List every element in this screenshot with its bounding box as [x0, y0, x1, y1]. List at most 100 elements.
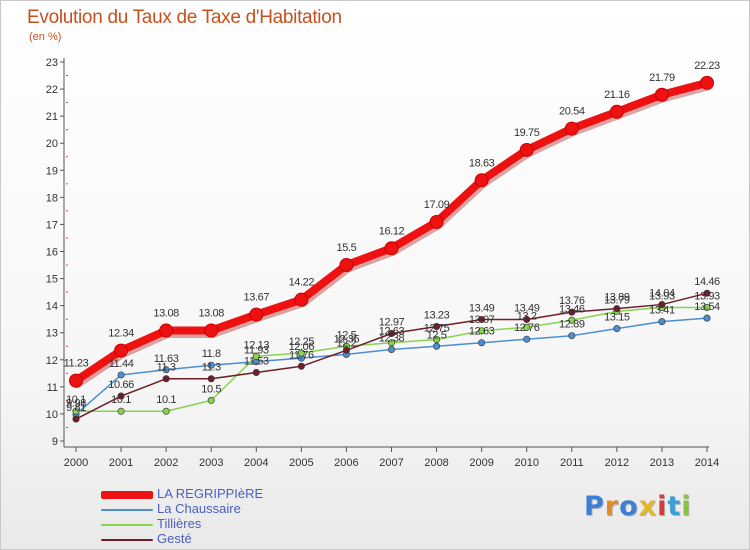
- x-tick-label: 2011: [560, 457, 584, 469]
- data-label: 18.63: [469, 157, 495, 169]
- data-label: 11.3: [157, 362, 176, 374]
- data-label: 14.04: [649, 288, 675, 300]
- data-point: [342, 346, 350, 354]
- data-point: [384, 241, 399, 256]
- legend-label: La Chaussaire: [157, 501, 241, 516]
- data-point: [117, 371, 125, 379]
- data-point: [568, 332, 576, 340]
- data-label: 13.15: [604, 312, 630, 324]
- page-title: Evolution du Taux de Taxe d'Habitation: [27, 7, 342, 28]
- data-label: 12.5: [337, 329, 357, 341]
- y-tick-label: 16: [46, 247, 58, 259]
- data-point: [249, 307, 264, 322]
- data-label: 13.54: [694, 301, 720, 313]
- data-point: [613, 305, 621, 313]
- x-tick-label: 2002: [154, 457, 178, 469]
- data-label: 10.5: [201, 383, 221, 395]
- x-tick-label: 2007: [379, 457, 403, 469]
- data-label: 13.41: [649, 305, 675, 317]
- chart-legend: LA REGRIPPIèRE La Chaussaire Tillières Gest…: [101, 486, 301, 547]
- logo-letter: i: [681, 491, 692, 522]
- data-point: [658, 301, 666, 309]
- proxiti-logo: Proxiti: [584, 491, 692, 522]
- data-label: 12.06: [289, 341, 315, 353]
- data-label: 12.75: [424, 322, 450, 334]
- y-tick-label: 22: [46, 84, 58, 96]
- legend-item: Tillières: [101, 516, 301, 532]
- data-label: 13.49: [514, 302, 540, 314]
- data-point: [297, 362, 305, 370]
- data-point: [207, 396, 215, 404]
- data-label: 10.1: [66, 394, 86, 406]
- x-tick-label: 2000: [64, 457, 88, 469]
- data-point: [387, 345, 395, 353]
- data-point: [433, 335, 441, 343]
- legend-swatch: [101, 524, 153, 526]
- legend-item: Gesté: [101, 531, 301, 547]
- data-point: [114, 343, 129, 358]
- x-tick-label: 2006: [334, 457, 358, 469]
- x-tick-label: 2010: [514, 457, 538, 469]
- data-label: 11.76: [289, 349, 314, 361]
- data-label: 17.09: [424, 199, 450, 211]
- y-tick-label: 9: [52, 436, 58, 448]
- y-tick-label: 18: [46, 192, 58, 204]
- page-subtitle: (en %): [29, 31, 62, 43]
- data-point: [478, 327, 486, 335]
- data-label: 13.93: [649, 291, 675, 303]
- legend-item: La Chaussaire: [101, 501, 301, 517]
- data-point: [568, 316, 576, 324]
- data-label: 16.12: [379, 225, 405, 237]
- data-point: [433, 322, 441, 330]
- data-point: [72, 415, 80, 423]
- y-tick-label: 20: [46, 138, 58, 150]
- data-label: 13.49: [469, 302, 495, 314]
- data-point: [433, 342, 441, 350]
- y-tick-label: 13: [46, 328, 58, 340]
- data-label: 12.25: [289, 336, 315, 348]
- y-tick-label: 10: [46, 409, 58, 421]
- data-label: 12.2: [337, 337, 357, 349]
- data-point: [252, 352, 260, 360]
- data-label: 12.89: [559, 319, 585, 331]
- data-point: [252, 369, 260, 377]
- logo-letter: o: [619, 491, 639, 522]
- data-label: 13.46: [559, 303, 585, 315]
- data-point: [478, 315, 486, 323]
- data-point: [564, 121, 579, 136]
- data-label: 13.23: [424, 309, 450, 321]
- legend-swatch: [101, 491, 153, 499]
- y-tick-label: 15: [46, 274, 58, 286]
- data-label: 13.67: [244, 292, 270, 304]
- data-point: [519, 142, 534, 157]
- data-point: [523, 323, 531, 331]
- data-label: 12.35: [334, 333, 360, 345]
- x-tick-label: 2008: [424, 457, 448, 469]
- data-point: [568, 308, 576, 316]
- x-tick-label: 2013: [650, 457, 674, 469]
- data-label: 9.81: [66, 402, 86, 414]
- data-label: 22.23: [694, 60, 720, 72]
- data-point: [207, 361, 215, 369]
- data-point: [613, 325, 621, 333]
- data-label: 21.16: [604, 89, 630, 101]
- data-point: [387, 330, 395, 338]
- y-tick-label: 12: [46, 355, 58, 367]
- data-label: 12.63: [469, 326, 495, 338]
- data-label: 12.76: [514, 322, 540, 334]
- data-point: [474, 173, 489, 188]
- y-tick-label: 23: [46, 57, 58, 69]
- y-tick-label: 21: [46, 111, 58, 123]
- data-point: [207, 375, 215, 383]
- x-tick-label: 2009: [469, 457, 493, 469]
- data-point: [162, 375, 170, 383]
- data-label: 15.5: [337, 242, 357, 254]
- data-label: 13.07: [469, 314, 495, 326]
- data-point: [703, 289, 711, 297]
- data-label: 13.08: [198, 308, 224, 320]
- data-label: 12.63: [379, 326, 405, 338]
- y-tick-label: 11: [47, 382, 58, 394]
- data-point: [478, 339, 486, 347]
- legend-label: LA REGRIPPIèRE: [157, 486, 264, 501]
- data-point: [609, 104, 624, 119]
